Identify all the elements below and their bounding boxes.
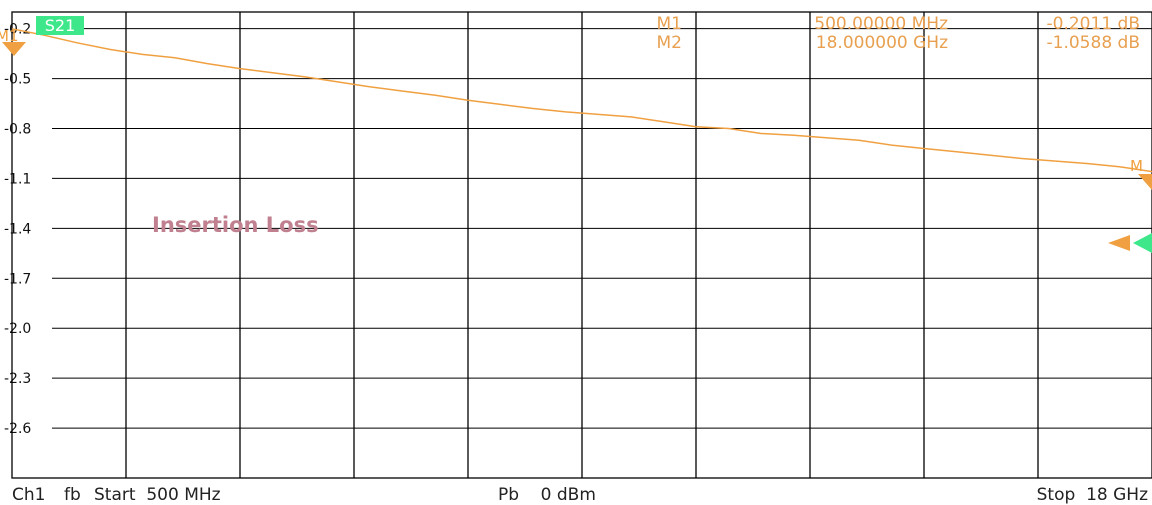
y-tick-label: -0.5 — [4, 72, 31, 88]
insertion-loss-annotation: Insertion Loss — [152, 213, 319, 237]
footer-channel: Ch1 — [12, 485, 45, 505]
y-tick-label: -2.0 — [4, 321, 31, 337]
gridlines — [12, 12, 1152, 478]
markers-layer: M1 M — [0, 27, 1152, 190]
y-tick-label-background — [0, 119, 52, 138]
channel-footer: Ch1 fb Start 500 MHz Pb 0 dBm Stop 18 GH… — [12, 485, 1148, 505]
marker-m2-triangle[interactable] — [1138, 174, 1152, 190]
y-tick-label-background — [0, 319, 52, 338]
plot-frame — [11, 11, 1152, 479]
plot-area: -0.2-0.5-0.8-1.1-1.4-1.7-2.0-2.3-2.6 — [0, 11, 1152, 479]
y-tick-label: -2.3 — [4, 371, 31, 387]
marker-m1-tag: M1 — [0, 27, 19, 45]
reference-level-arrow[interactable] — [1108, 235, 1130, 251]
footer-stop: Stop 18 GHz — [1037, 485, 1148, 505]
trace-name: S21 — [45, 16, 76, 35]
y-tick-label: -0.8 — [4, 122, 31, 138]
marker-readout-m1-label: M1 — [657, 14, 682, 34]
y-tick-label-background — [0, 69, 52, 88]
trace-layer — [11, 28, 1152, 173]
y-tick-labels: -0.2-0.5-0.8-1.1-1.4-1.7-2.0-2.3-2.6 — [0, 19, 52, 438]
marker-m2-tag: M — [1130, 157, 1143, 175]
footer-power: Pb 0 dBm — [498, 485, 596, 505]
trace-badge-background — [36, 16, 84, 35]
y-tick-label-background — [0, 169, 52, 188]
y-tick-label: -2.6 — [4, 421, 31, 437]
trace-badge[interactable]: S21 — [36, 16, 84, 35]
y-tick-label: -1.7 — [4, 271, 31, 287]
y-tick-label-background — [0, 269, 52, 288]
footer-mode: fb — [64, 485, 81, 505]
marker-readout-m1-frequency: 500.00000 MHz — [814, 14, 948, 34]
reference-level-indicator — [1108, 233, 1152, 253]
trace-s21-line[interactable] — [11, 28, 1152, 173]
reference-level-pointer[interactable] — [1133, 233, 1152, 253]
marker-readout-m1-value: -0.2011 dB — [1047, 14, 1140, 34]
marker-m1-triangle[interactable] — [2, 42, 26, 56]
y-tick-label-background — [0, 219, 52, 238]
y-tick-label: -1.1 — [4, 171, 31, 187]
y-tick-label-background — [0, 369, 52, 388]
y-tick-label-background — [0, 419, 52, 438]
marker-readout-m2-label: M2 — [657, 33, 682, 53]
marker-readout-m2-value: -1.0588 dB — [1047, 33, 1140, 53]
marker-readout-m2-frequency: 18.000000 GHz — [816, 33, 948, 53]
footer-start: Start 500 MHz — [94, 485, 221, 505]
y-tick-label: -1.4 — [4, 221, 31, 237]
marker-readout: M1 500.00000 MHz -0.2011 dB M2 18.000000… — [657, 14, 1140, 53]
